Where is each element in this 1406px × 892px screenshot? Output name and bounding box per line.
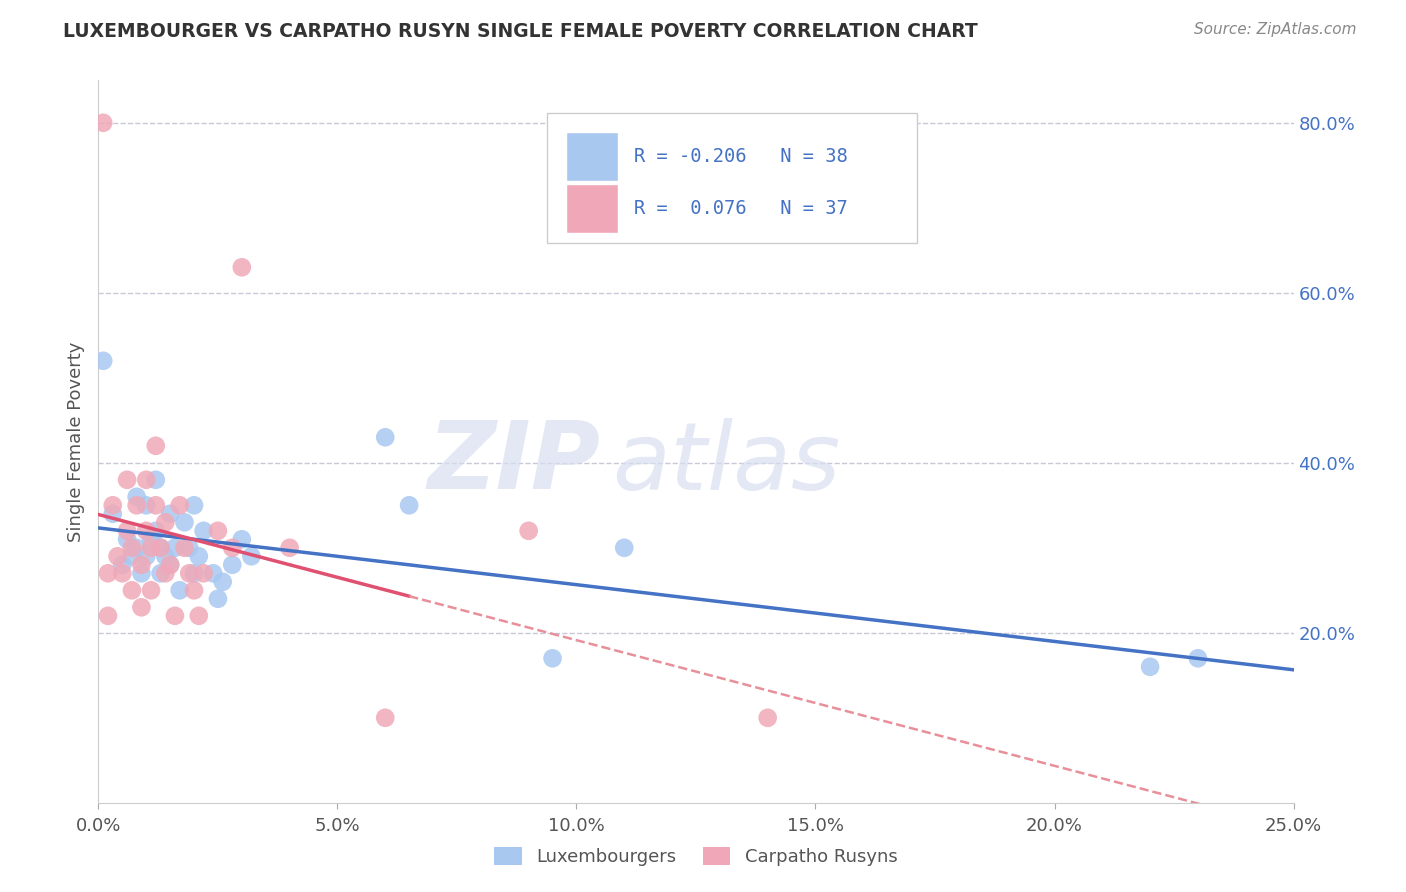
Point	[240, 549, 263, 564]
Point	[517, 524, 540, 538]
Point	[135, 498, 157, 512]
Legend: Luxembourgers, Carpatho Rusyns: Luxembourgers, Carpatho Rusyns	[488, 839, 904, 873]
Point	[135, 549, 157, 564]
Point	[221, 541, 243, 555]
Point	[91, 116, 114, 130]
Text: Source: ZipAtlas.com: Source: ZipAtlas.com	[1194, 22, 1357, 37]
Point	[202, 566, 225, 581]
Point	[145, 524, 167, 538]
Point	[121, 583, 143, 598]
Point	[207, 524, 229, 538]
Point	[163, 608, 186, 623]
Point	[155, 549, 177, 564]
Point	[278, 541, 301, 555]
Y-axis label: Single Female Poverty: Single Female Poverty	[66, 342, 84, 541]
Text: LUXEMBOURGER VS CARPATHO RUSYN SINGLE FEMALE POVERTY CORRELATION CHART: LUXEMBOURGER VS CARPATHO RUSYN SINGLE FE…	[63, 22, 979, 41]
Point	[115, 473, 138, 487]
Point	[149, 566, 172, 581]
Point	[173, 516, 195, 530]
Point	[97, 566, 120, 581]
Point	[1187, 651, 1209, 665]
Point	[139, 533, 162, 547]
Text: ZIP: ZIP	[427, 417, 600, 509]
Point	[101, 507, 124, 521]
FancyBboxPatch shape	[565, 184, 619, 234]
Point	[125, 498, 148, 512]
Point	[221, 558, 243, 572]
Point	[169, 583, 191, 598]
Text: R =  0.076   N = 37: R = 0.076 N = 37	[634, 199, 848, 218]
Point	[231, 260, 253, 275]
Point	[541, 651, 564, 665]
Point	[207, 591, 229, 606]
Point	[159, 558, 181, 572]
FancyBboxPatch shape	[547, 112, 917, 243]
Point	[187, 608, 209, 623]
Point	[193, 524, 215, 538]
Point	[101, 498, 124, 512]
Point	[179, 566, 201, 581]
Point	[91, 353, 114, 368]
Point	[183, 498, 205, 512]
FancyBboxPatch shape	[565, 132, 619, 181]
Point	[613, 541, 636, 555]
Point	[149, 541, 172, 555]
Point	[131, 566, 153, 581]
Point	[139, 583, 162, 598]
Point	[155, 516, 177, 530]
Point	[97, 608, 120, 623]
Point	[121, 549, 143, 564]
Point	[231, 533, 253, 547]
Point	[135, 473, 157, 487]
Point	[149, 541, 172, 555]
Point	[131, 600, 153, 615]
Point	[193, 566, 215, 581]
Point	[121, 541, 143, 555]
Text: atlas: atlas	[613, 417, 841, 508]
Point	[159, 558, 181, 572]
Point	[211, 574, 233, 589]
Point	[187, 549, 209, 564]
Point	[145, 498, 167, 512]
Point	[139, 541, 162, 555]
Point	[183, 583, 205, 598]
Point	[1139, 660, 1161, 674]
Point	[374, 711, 396, 725]
Point	[159, 507, 181, 521]
Point	[115, 524, 138, 538]
Point	[107, 549, 129, 564]
Text: R = -0.206   N = 38: R = -0.206 N = 38	[634, 147, 848, 167]
Point	[115, 533, 138, 547]
Point	[145, 439, 167, 453]
Point	[179, 541, 201, 555]
Point	[131, 558, 153, 572]
Point	[398, 498, 420, 512]
Point	[125, 541, 148, 555]
Point	[173, 541, 195, 555]
Point	[145, 473, 167, 487]
Point	[183, 566, 205, 581]
Point	[125, 490, 148, 504]
Point	[756, 711, 779, 725]
Point	[374, 430, 396, 444]
Point	[155, 566, 177, 581]
Point	[169, 498, 191, 512]
Point	[163, 541, 186, 555]
Point	[111, 566, 134, 581]
Point	[111, 558, 134, 572]
Point	[135, 524, 157, 538]
